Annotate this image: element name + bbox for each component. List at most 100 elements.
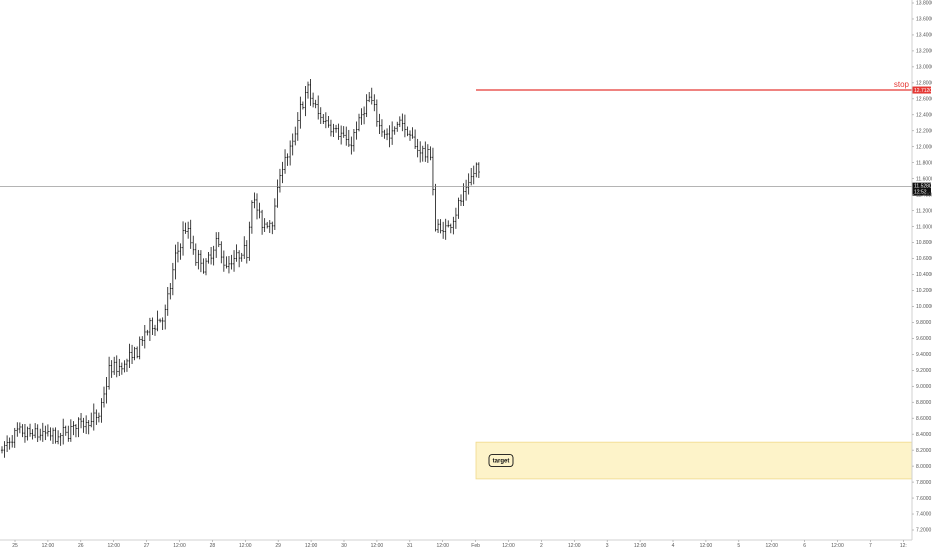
ohlc-bar [454,207,457,229]
ohlc-bar [289,140,292,166]
ohlc-bar [64,425,67,436]
ohlc-bar [291,133,294,156]
ohlc-bar [426,144,429,163]
y-tick-label: 9.2000 [916,368,932,374]
ohlc-bar [67,425,70,442]
ohlc-bar [21,424,24,438]
x-tick-label: 31 [407,543,413,549]
x-tick-label: 12: [900,543,907,549]
x-tick-label: 7 [869,543,872,549]
ohlc-bar [360,108,363,125]
ohlc-bar [108,356,111,390]
ohlc-bar [243,236,246,259]
ohlc-bar [340,125,343,145]
ohlc-bar [123,360,126,373]
ohlc-bar [470,167,473,186]
ohlc-bar [396,121,399,132]
ohlc-bar [314,99,317,109]
ohlc-bar [41,422,44,442]
ohlc-bar [266,221,269,229]
ohlc-bar [281,161,284,184]
ohlc-bar [59,432,62,446]
ohlc-bar [148,317,151,341]
x-tick-label: 25 [12,543,18,549]
ohlc-bar [475,162,478,178]
ohlc-bar [225,256,228,269]
ohlc-bar [250,200,253,234]
ohlc-bar [6,435,9,453]
x-tick-label: Feb [471,543,480,549]
ohlc-bar [189,219,192,249]
ohlc-bar [192,235,195,255]
ohlc-bar [102,386,106,408]
ohlc-bar [110,360,113,378]
ohlc-bar [215,232,218,258]
x-tick-label: 28 [210,543,216,549]
ohlc-bar [350,136,353,155]
x-tick-label: 12:00 [436,543,449,549]
stop-price-tag-text: 12.7120 [914,88,932,94]
ohlc-bar [457,197,460,219]
ohlc-bar [151,317,154,336]
y-tick-label: 13.6000 [916,17,932,23]
ohlc-bar [332,123,335,138]
ohlc-bar [306,81,310,99]
ohlc-bar [373,94,376,112]
ohlc-bar [416,138,419,158]
ohlc-bar [304,85,307,117]
y-tick-label: 7.6000 [916,496,932,502]
ohlc-bar [472,165,475,185]
ohlc-bar [401,113,404,132]
ohlc-bar [268,220,271,233]
ohlc-bar [179,243,182,260]
ohlc-bar [342,126,345,138]
ohlc-bar [449,223,452,234]
ohlc-bar [355,121,358,140]
ohlc-bar [327,116,330,128]
ohlc-bar [133,346,136,361]
y-tick-label: 9.8000 [916,320,932,326]
y-tick-label: 13.0000 [916,65,932,71]
y-tick-label: 10.4000 [916,272,932,278]
y-tick-label: 9.4000 [916,352,932,358]
ohlc-bar [0,446,4,454]
ohlc-bar [212,245,215,266]
ohlc-bar [347,129,350,147]
ohlc-bar [176,241,180,263]
ohlc-bar [220,241,223,264]
ohlc-bar [57,430,60,445]
stop-price-tag [912,86,931,94]
ohlc-bar [39,428,42,441]
ohlc-bar [13,427,16,448]
ohlc-bar [421,145,424,162]
ohlc-bar [238,250,241,268]
y-tick-label: 8.8000 [916,400,932,406]
ohlc-bar [34,423,37,439]
ohlc-bar [202,258,205,274]
ohlc-bar [258,202,261,219]
ohlc-bar [345,126,348,146]
ohlc-bar [36,424,39,442]
y-tick-label: 13.4000 [916,33,932,39]
ohlc-bar [232,250,236,272]
ohlc-bar [436,219,440,234]
ohlc-bar [28,423,32,437]
ohlc-bar [171,262,174,296]
ohlc-bar [46,424,49,437]
y-tick-label: 10.8000 [916,240,932,246]
y-tick-label: 10.2000 [916,288,932,294]
ohlc-bar [120,362,123,375]
ohlc-bar [143,324,146,349]
ohlc-bar [87,420,90,435]
x-tick-label: 12:00 [568,543,581,549]
ohlc-bar [419,141,422,163]
ohlc-bar [74,424,78,438]
ohlc-bar [439,219,442,234]
x-tick-label: 12:00 [634,543,647,549]
x-tick-label: 12:00 [173,543,186,549]
ohlc-bar [77,417,80,438]
ohlc-bar [312,92,315,108]
